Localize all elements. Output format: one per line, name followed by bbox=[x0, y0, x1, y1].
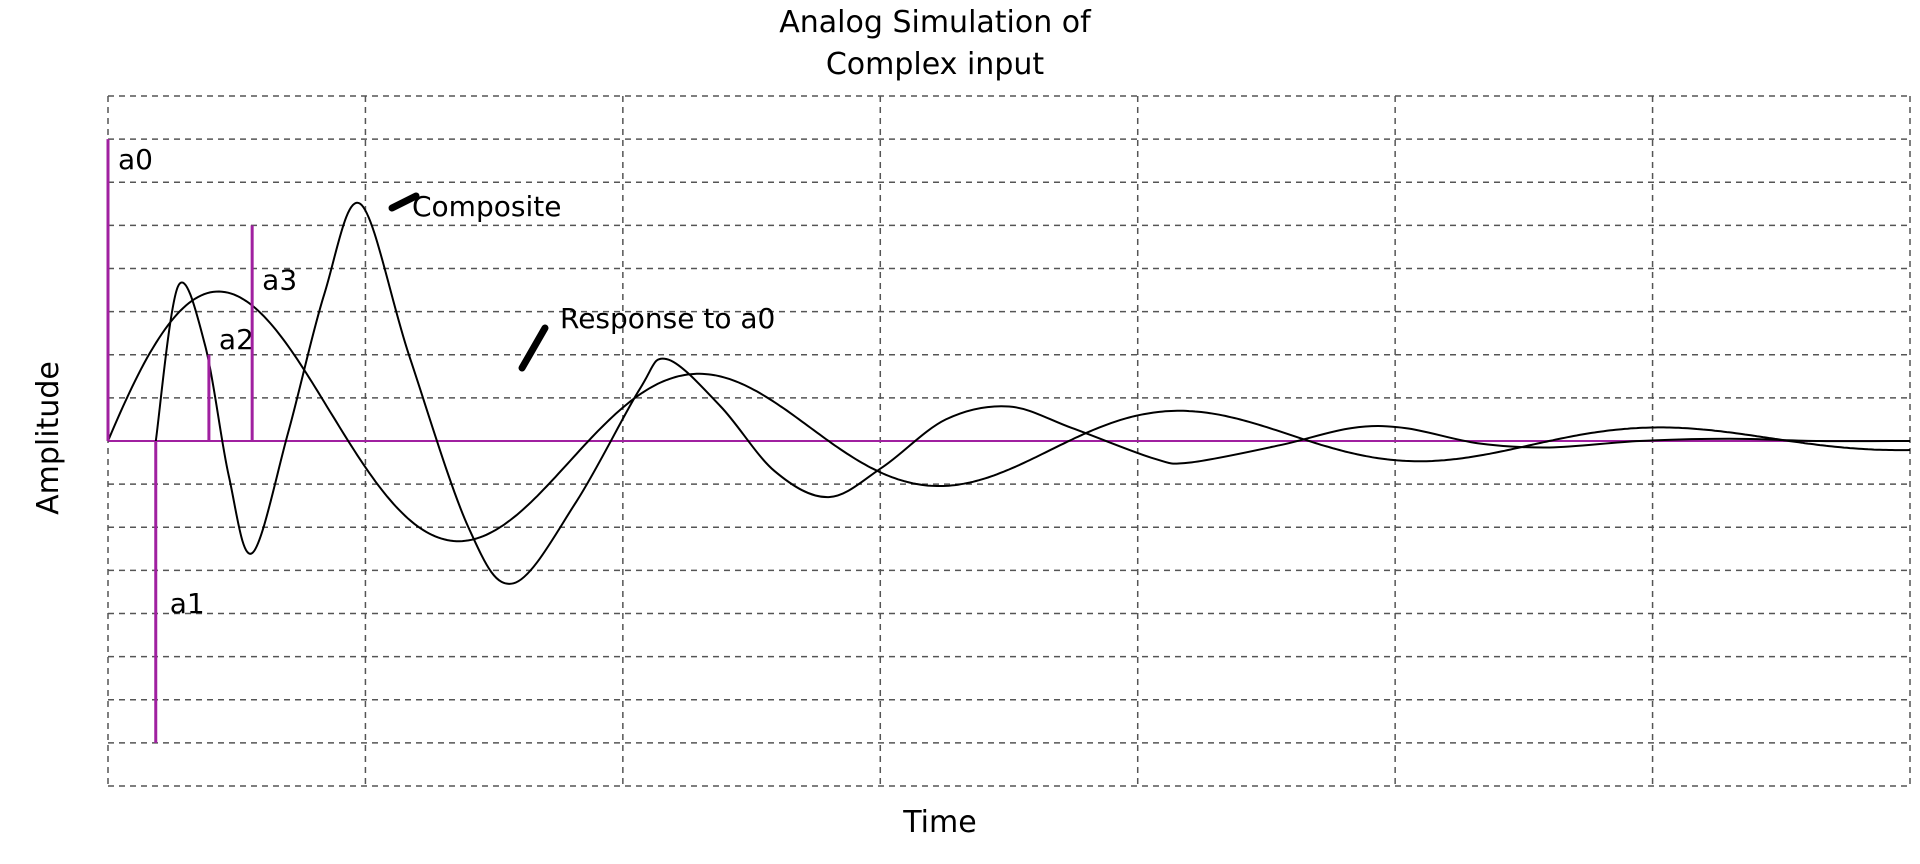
y-axis-label: Amplitude bbox=[31, 361, 66, 515]
chart-title-line-2: Complex input bbox=[826, 47, 1045, 82]
chart-title-line-1: Analog Simulation of bbox=[779, 5, 1092, 40]
impulse-label-a2: a2 bbox=[219, 323, 254, 356]
annotation-composite: Composite bbox=[412, 190, 561, 223]
impulse-label-a1: a1 bbox=[170, 587, 205, 620]
annotation-leader bbox=[388, 192, 420, 212]
annotation-layer: Composite Response to a0 bbox=[388, 190, 775, 372]
series-line-response-to-a0 bbox=[107, 290, 1911, 543]
annotation-leader bbox=[518, 324, 549, 372]
impulse-label-a3: a3 bbox=[262, 263, 297, 296]
annotation-response-to-a0: Response to a0 bbox=[560, 302, 775, 335]
impulse-label-a0: a0 bbox=[118, 143, 153, 176]
series-layer bbox=[107, 201, 1911, 585]
x-axis-label: Time bbox=[902, 805, 976, 840]
series-line-composite bbox=[154, 201, 1911, 585]
